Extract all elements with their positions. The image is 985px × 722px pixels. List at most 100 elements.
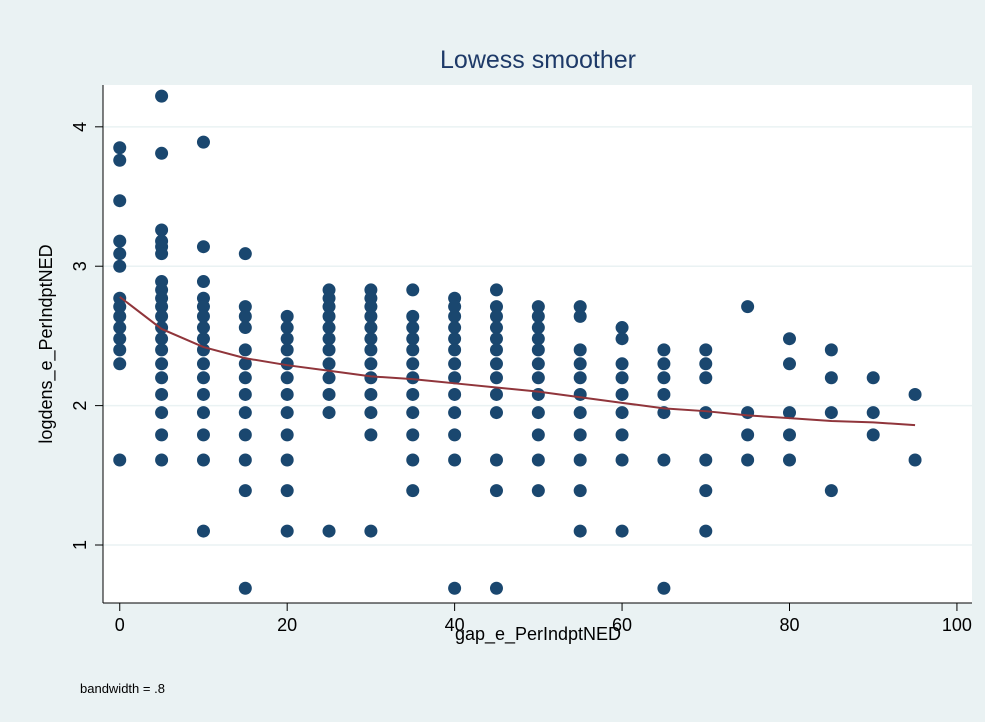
point xyxy=(238,247,252,261)
point xyxy=(908,453,922,467)
point xyxy=(448,343,462,357)
point xyxy=(531,406,545,420)
point xyxy=(615,406,629,420)
point xyxy=(280,387,294,401)
point xyxy=(573,453,587,467)
point xyxy=(573,387,587,401)
point xyxy=(113,194,127,208)
point xyxy=(196,387,210,401)
point xyxy=(280,453,294,467)
point xyxy=(113,332,127,346)
point xyxy=(448,406,462,420)
lowess-line xyxy=(119,296,916,427)
point xyxy=(531,371,545,385)
point xyxy=(364,387,378,401)
point xyxy=(531,332,545,346)
point xyxy=(448,428,462,442)
point xyxy=(615,453,629,467)
point xyxy=(364,524,378,538)
point xyxy=(280,371,294,385)
point xyxy=(238,453,252,467)
point xyxy=(573,428,587,442)
point xyxy=(280,406,294,420)
point xyxy=(113,247,127,261)
point xyxy=(322,343,336,357)
point xyxy=(824,484,838,498)
point xyxy=(155,321,169,335)
chart-title: Lowess smoother xyxy=(440,46,636,74)
point xyxy=(615,428,629,442)
point xyxy=(238,309,252,323)
point xyxy=(406,387,420,401)
point xyxy=(196,135,210,149)
point xyxy=(573,484,587,498)
point xyxy=(448,581,462,595)
point xyxy=(531,309,545,323)
point xyxy=(531,484,545,498)
point xyxy=(699,484,713,498)
point xyxy=(448,357,462,371)
point xyxy=(322,387,336,401)
point xyxy=(406,371,420,385)
point xyxy=(741,406,755,420)
point xyxy=(113,321,127,335)
point xyxy=(196,275,210,289)
point xyxy=(155,89,169,103)
point xyxy=(489,283,503,297)
point xyxy=(322,332,336,346)
point xyxy=(782,428,796,442)
note: bandwidth = .8 xyxy=(80,681,165,696)
point xyxy=(657,581,671,595)
point xyxy=(155,146,169,160)
y-tick-label: 1 xyxy=(70,540,90,550)
point xyxy=(322,406,336,420)
point xyxy=(615,321,629,335)
point xyxy=(238,581,252,595)
point xyxy=(782,453,796,467)
point xyxy=(448,321,462,335)
point xyxy=(196,321,210,335)
point xyxy=(489,484,503,498)
point xyxy=(489,309,503,323)
point xyxy=(489,300,503,314)
point xyxy=(113,141,127,155)
point xyxy=(155,371,169,385)
point xyxy=(280,357,294,371)
point xyxy=(531,321,545,335)
point xyxy=(155,357,169,371)
point xyxy=(155,332,169,346)
y-tick-label: 3 xyxy=(70,261,90,271)
point xyxy=(615,371,629,385)
point xyxy=(406,428,420,442)
point xyxy=(699,371,713,385)
point xyxy=(364,357,378,371)
point xyxy=(406,357,420,371)
point xyxy=(573,371,587,385)
point xyxy=(782,332,796,346)
point xyxy=(489,343,503,357)
point xyxy=(155,343,169,357)
point xyxy=(406,453,420,467)
point xyxy=(531,343,545,357)
point xyxy=(322,357,336,371)
point xyxy=(238,371,252,385)
point xyxy=(406,321,420,335)
point xyxy=(573,309,587,323)
point xyxy=(448,387,462,401)
point xyxy=(113,153,127,167)
y-tick-label: 4 xyxy=(70,122,90,132)
point xyxy=(406,343,420,357)
point xyxy=(531,300,545,314)
point xyxy=(489,453,503,467)
point xyxy=(155,300,169,314)
point xyxy=(406,309,420,323)
point xyxy=(908,387,922,401)
point xyxy=(741,428,755,442)
point xyxy=(155,453,169,467)
point xyxy=(615,357,629,371)
point xyxy=(196,357,210,371)
point xyxy=(699,524,713,538)
point xyxy=(196,406,210,420)
point xyxy=(531,453,545,467)
point xyxy=(699,357,713,371)
